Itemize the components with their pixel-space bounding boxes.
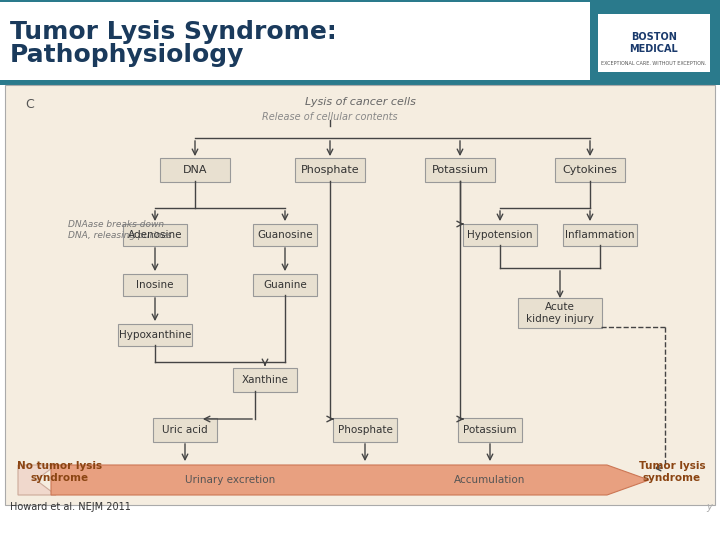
Bar xyxy=(18,247,208,422)
Text: Hypoxanthine: Hypoxanthine xyxy=(119,330,192,340)
Text: BOSTON
MEDICAL: BOSTON MEDICAL xyxy=(629,32,678,55)
FancyBboxPatch shape xyxy=(123,224,187,246)
FancyBboxPatch shape xyxy=(233,368,297,392)
Text: Uric acid: Uric acid xyxy=(162,425,208,435)
FancyBboxPatch shape xyxy=(123,274,187,296)
FancyBboxPatch shape xyxy=(333,418,397,442)
FancyBboxPatch shape xyxy=(463,224,537,246)
Polygon shape xyxy=(18,465,56,495)
FancyBboxPatch shape xyxy=(153,418,217,442)
Text: Release of cellular contents: Release of cellular contents xyxy=(262,112,398,122)
Text: DNAase breaks down
DNA, releasing purines: DNAase breaks down DNA, releasing purine… xyxy=(68,220,172,240)
Text: Cytokines: Cytokines xyxy=(562,165,618,175)
Bar xyxy=(5,85,715,505)
Text: Xanthine: Xanthine xyxy=(242,375,289,385)
Text: Inflammation: Inflammation xyxy=(565,230,635,240)
Text: Acute
kidney injury: Acute kidney injury xyxy=(526,302,594,324)
Text: Accumulation: Accumulation xyxy=(454,475,526,485)
Text: Pathophysiology: Pathophysiology xyxy=(10,43,244,67)
Text: Guanosine: Guanosine xyxy=(257,230,312,240)
Text: C: C xyxy=(25,98,34,111)
Text: Phosphate: Phosphate xyxy=(301,165,359,175)
Text: Inosine: Inosine xyxy=(136,280,174,290)
FancyBboxPatch shape xyxy=(555,158,625,182)
Text: Howard et al. NEJM 2011: Howard et al. NEJM 2011 xyxy=(10,502,131,512)
Text: Urinary excretion: Urinary excretion xyxy=(185,475,275,485)
FancyBboxPatch shape xyxy=(160,158,230,182)
FancyBboxPatch shape xyxy=(425,158,495,182)
Bar xyxy=(598,14,710,72)
FancyBboxPatch shape xyxy=(458,418,522,442)
Text: Adenosine: Adenosine xyxy=(127,230,182,240)
Text: Tumor lysis
syndrome: Tumor lysis syndrome xyxy=(639,461,706,483)
FancyBboxPatch shape xyxy=(253,224,317,246)
Polygon shape xyxy=(51,465,649,495)
FancyBboxPatch shape xyxy=(295,158,365,182)
FancyBboxPatch shape xyxy=(518,298,602,328)
Text: Phosphate: Phosphate xyxy=(338,425,392,435)
Text: Hypotension: Hypotension xyxy=(467,230,533,240)
Bar xyxy=(593,7,715,77)
Text: Potassium: Potassium xyxy=(431,165,488,175)
Bar xyxy=(0,0,720,85)
FancyBboxPatch shape xyxy=(253,274,317,296)
Text: Lysis of cancer cells: Lysis of cancer cells xyxy=(305,97,415,107)
Bar xyxy=(0,2,590,80)
Text: y: y xyxy=(706,502,712,512)
FancyBboxPatch shape xyxy=(563,224,637,246)
Text: Guanine: Guanine xyxy=(263,280,307,290)
Text: DNA: DNA xyxy=(183,165,207,175)
Text: No tumor lysis
syndrome: No tumor lysis syndrome xyxy=(17,461,102,483)
Text: Potassium: Potassium xyxy=(463,425,517,435)
FancyBboxPatch shape xyxy=(118,324,192,346)
Text: Tumor Lysis Syndrome:: Tumor Lysis Syndrome: xyxy=(10,20,337,44)
Text: EXCEPTIONAL CARE. WITHOUT EXCEPTION.: EXCEPTIONAL CARE. WITHOUT EXCEPTION. xyxy=(601,61,706,66)
